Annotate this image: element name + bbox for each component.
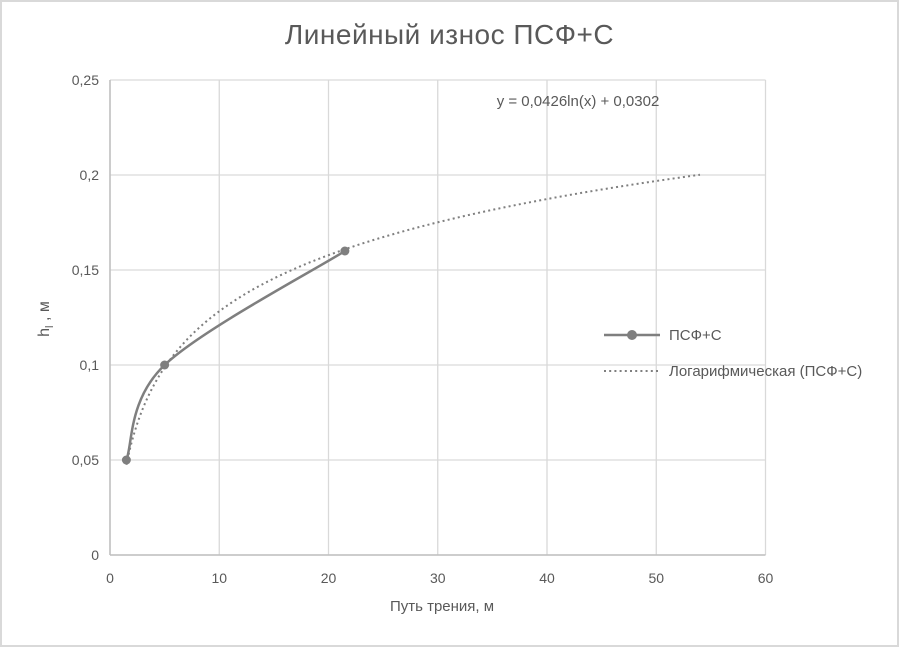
trendline-equation: y = 0,0426ln(x) + 0,0302 <box>496 93 660 110</box>
legend-line-marker-sample <box>604 330 660 340</box>
x-tick-label: 0 <box>106 570 114 586</box>
x-tick-label: 40 <box>539 570 555 586</box>
y-tick-label: 0,25 <box>72 72 99 88</box>
y-tick-label: 0,2 <box>80 167 100 183</box>
series-marker <box>121 455 131 465</box>
x-axis-title: Путь трения, м <box>389 598 495 615</box>
y-axis-title-subscript: l <box>44 325 57 328</box>
series-marker <box>160 360 170 370</box>
y-axis-title-units: , м <box>35 301 53 326</box>
legend-item-series: ПСФ+С <box>604 317 862 353</box>
series-line <box>125 249 346 461</box>
x-tick-label: 20 <box>321 570 337 586</box>
x-tick-label: 50 <box>648 570 664 586</box>
series-marker <box>340 246 350 256</box>
legend: ПСФ+С Логарифмическая (ПСФ+С) <box>604 317 862 389</box>
legend-label-trendline: Логарифмическая (ПСФ+С) <box>669 362 863 380</box>
legend-label-series: ПСФ+С <box>669 326 722 344</box>
y-tick-label: 0,1 <box>80 357 100 373</box>
y-tick-label: 0,15 <box>72 262 99 278</box>
y-axis-title-base: h <box>35 327 53 337</box>
x-tick-label: 30 <box>430 570 446 586</box>
x-tick-label: 10 <box>211 570 227 586</box>
y-tick-label: 0,05 <box>72 452 99 468</box>
chart-title: Линейный износ ПСФ+С <box>284 19 615 50</box>
legend-dotted-line-sample <box>604 370 660 372</box>
y-axis-title: hl , м <box>36 301 56 337</box>
x-tick-label: 60 <box>758 570 774 586</box>
y-tick-label: 0 <box>91 547 99 563</box>
legend-item-trendline: Логарифмическая (ПСФ+С) <box>604 353 862 389</box>
